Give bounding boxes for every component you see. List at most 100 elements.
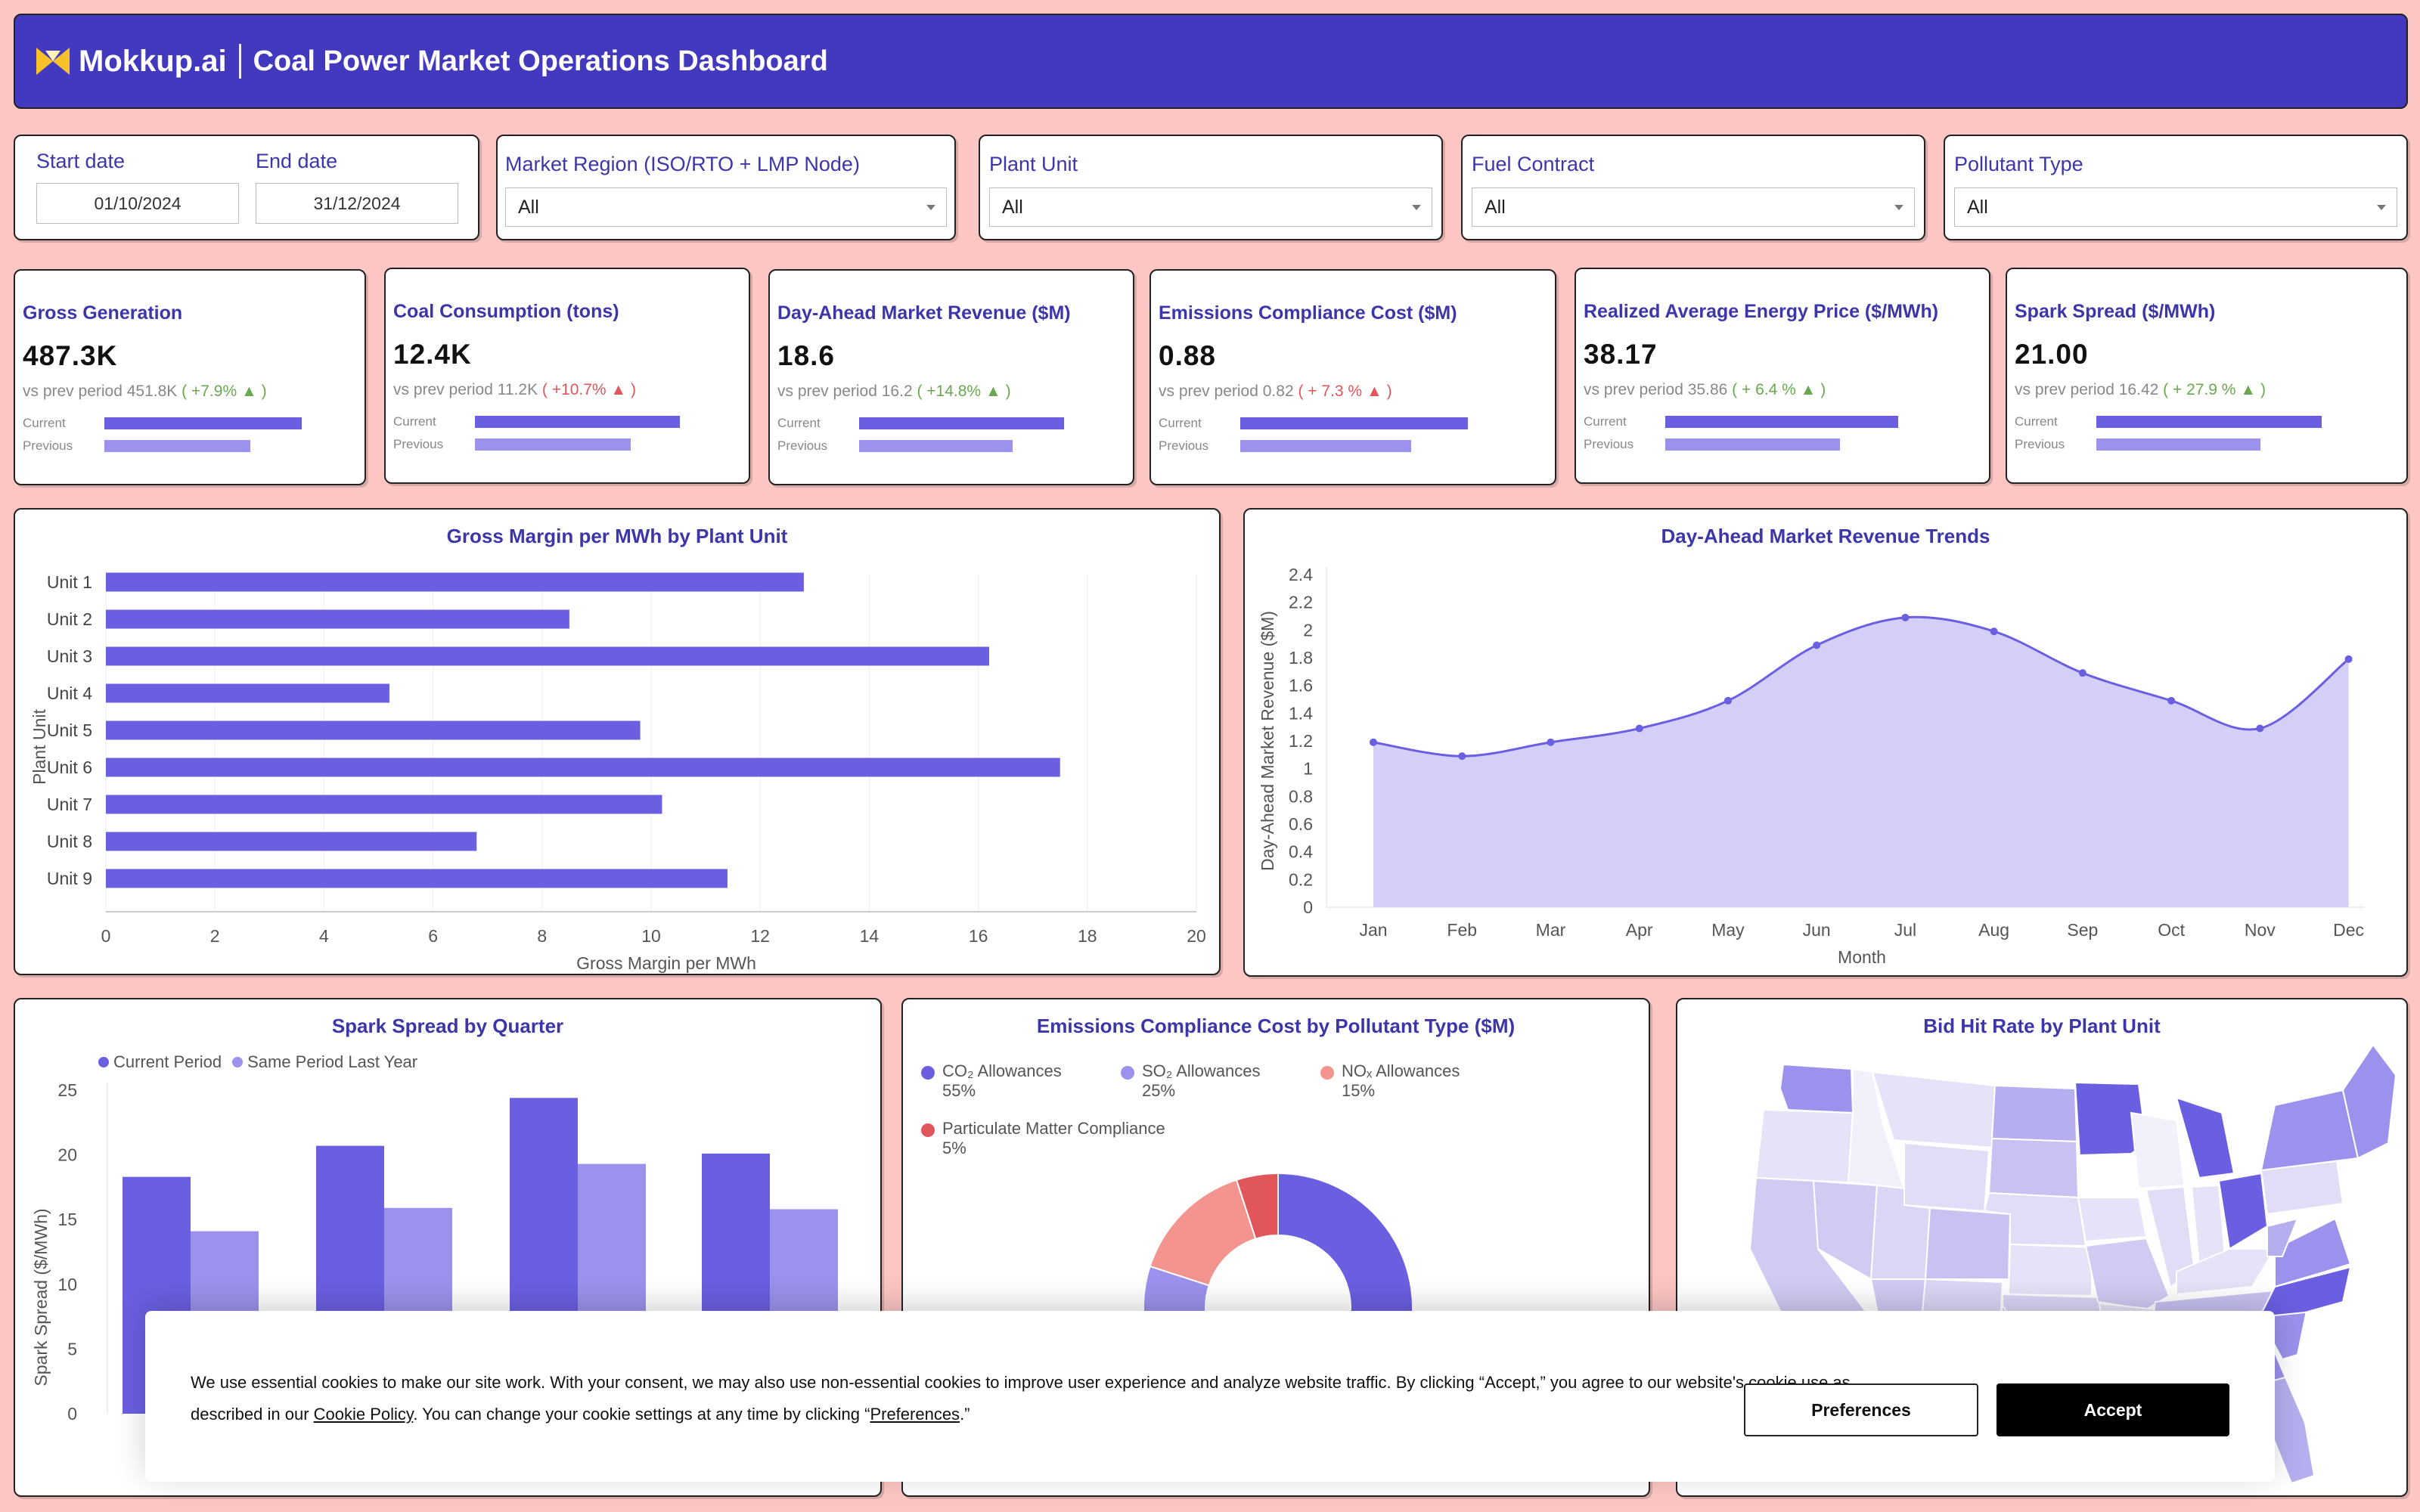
cookie-text-1: We use essential cookies to make our sit… bbox=[191, 1373, 1851, 1424]
legend-label-pm: Particulate Matter Compliance bbox=[942, 1119, 1165, 1138]
kpi-previous-label: Previous bbox=[23, 438, 73, 453]
map-state-wv[interactable] bbox=[2266, 1217, 2299, 1257]
y-tick-label: 15 bbox=[57, 1210, 77, 1229]
y-tick-label: Unit 5 bbox=[47, 720, 92, 740]
map-state-wy[interactable] bbox=[1903, 1142, 1990, 1213]
x-tick-label: 2 bbox=[210, 926, 220, 946]
x-tick-label: Apr bbox=[1626, 920, 1653, 940]
y-tick-label: Unit 2 bbox=[47, 609, 92, 629]
start-date-input[interactable]: 01/10/2024 bbox=[36, 183, 239, 224]
legend-item-co2: CO₂ Allowances 55% bbox=[921, 1061, 1062, 1101]
map-state-new-england[interactable] bbox=[2341, 1043, 2397, 1160]
legend-value-nox: 15% bbox=[1342, 1081, 1376, 1100]
x-tick-label: Sep bbox=[2067, 920, 2098, 940]
cookie-text-3: .” bbox=[960, 1405, 970, 1424]
date-filter-card: Start date 01/10/2024 End date 31/12/202… bbox=[14, 135, 479, 240]
gross-margin-chart-card: Gross Margin per MWh by Plant Unit 0 2 4 6 8… bbox=[14, 508, 1221, 975]
x-tick-label: 16 bbox=[969, 926, 988, 946]
app-header: Mokkup.ai Coal Power Market Operations D… bbox=[14, 14, 2408, 109]
gross-margin-chart-title: Gross Margin per MWh by Plant Unit bbox=[446, 525, 788, 547]
map-state-ks[interactable] bbox=[2007, 1243, 2093, 1297]
data-point bbox=[1901, 613, 1910, 621]
map-state-mt[interactable] bbox=[1871, 1070, 1996, 1149]
legend-label-nox: NOₓ Allowances bbox=[1342, 1061, 1460, 1080]
y-tick-label: 1 bbox=[1303, 759, 1313, 779]
y-tick-label: Unit 1 bbox=[47, 572, 92, 592]
kpi-current-label: Current bbox=[393, 414, 436, 429]
map-state-va[interactable] bbox=[2274, 1217, 2352, 1288]
bar bbox=[106, 869, 728, 888]
map-state-mo[interactable] bbox=[2084, 1237, 2170, 1311]
kpi-prev-period: vs prev period 16.2 ( +14.8% ▲ ) bbox=[777, 383, 1011, 401]
fuel-contract-label: Fuel Contract bbox=[1472, 153, 1595, 175]
kpi-prev-period: vs prev period 16.42 ( + 27.9 % ▲ ) bbox=[2015, 381, 2266, 399]
logo[interactable]: Mokkup.ai bbox=[35, 45, 227, 79]
kpi-previous-label: Previous bbox=[1159, 438, 1209, 453]
kpi-change-value: +14.8% bbox=[926, 383, 982, 400]
kpi-value: 21.00 bbox=[2015, 339, 2089, 370]
kpi-change: ( +10.7% ▲ ) bbox=[541, 381, 637, 398]
kpi-title: Emissions Compliance Cost ($M) bbox=[1159, 302, 1457, 324]
x-axis-title: Gross Margin per MWh bbox=[576, 953, 756, 973]
plant-unit-select[interactable]: All bbox=[989, 187, 1432, 227]
end-date-label: End date bbox=[256, 150, 338, 172]
map-state-oh[interactable] bbox=[2217, 1172, 2269, 1250]
x-tick-label: Nov bbox=[2245, 920, 2276, 940]
map-state-sd[interactable] bbox=[1987, 1137, 2080, 1199]
kpi-current-bar bbox=[1665, 416, 1898, 428]
map-state-nd[interactable] bbox=[1990, 1084, 2078, 1143]
market-region-select[interactable]: All bbox=[505, 187, 947, 227]
page-title: Coal Power Market Operations Dashboard bbox=[253, 45, 828, 77]
kpi-current-label: Current bbox=[23, 416, 66, 430]
y-tick-label: 2.4 bbox=[1289, 565, 1313, 584]
pollutant-type-value: All bbox=[1967, 196, 1988, 218]
data-point bbox=[2167, 696, 2176, 705]
kpi-current-bar bbox=[1240, 417, 1469, 429]
kpi-prev-period: vs prev period 0.82 ( + 7.3 % ▲ ) bbox=[1159, 383, 1392, 401]
map-state-wa[interactable] bbox=[1779, 1063, 1854, 1114]
cookie-policy-link[interactable]: Cookie Policy bbox=[313, 1405, 414, 1424]
plant-unit-filter: Plant Unit All bbox=[979, 135, 1443, 240]
map-state-or[interactable] bbox=[1754, 1108, 1854, 1184]
fuel-contract-select[interactable]: All bbox=[1472, 187, 1915, 227]
data-point bbox=[2344, 655, 2353, 663]
legend-dot-last-year bbox=[232, 1057, 244, 1067]
kpi-previous-bar bbox=[2096, 438, 2261, 451]
map-state-wi[interactable] bbox=[2130, 1111, 2186, 1190]
kpi-prev-value: 0.82 bbox=[1262, 383, 1294, 400]
x-tick-label: 6 bbox=[428, 926, 438, 946]
kpi-card: Gross Generation 487.3K vs prev period 4… bbox=[14, 269, 366, 485]
map-state-co[interactable] bbox=[1924, 1207, 2012, 1280]
accept-button[interactable]: Accept bbox=[1996, 1383, 2229, 1436]
x-axis-title: Month bbox=[1838, 947, 1886, 967]
kpi-change: ( + 6.4 % ▲ ) bbox=[1732, 381, 1826, 398]
kpi-card: Spark Spread ($/MWh) 21.00 vs prev perio… bbox=[2006, 268, 2408, 484]
cookie-text-2: . You can change your cookie settings at… bbox=[413, 1405, 870, 1424]
bid-hit-rate-map-card: Bid Hit Rate by Plant Unit bbox=[1676, 998, 2408, 1497]
pollutant-type-filter: Pollutant Type All bbox=[1944, 135, 2408, 240]
map-state-ny[interactable] bbox=[2260, 1089, 2360, 1172]
data-point bbox=[1547, 738, 1555, 746]
kpi-change-value: + 6.4 % bbox=[1741, 381, 1796, 398]
legend-item-current: Current Period bbox=[98, 1052, 222, 1072]
kpi-prev-value: 35.86 bbox=[1687, 381, 1728, 398]
map-state-mi[interactable] bbox=[2175, 1096, 2235, 1179]
preferences-link[interactable]: Preferences bbox=[870, 1405, 960, 1424]
mokkup-logo-icon bbox=[36, 48, 70, 75]
dam-revenue-chart-title: Day-Ahead Market Revenue Trends bbox=[1661, 525, 1990, 547]
y-axis-title: Day-Ahead Market Revenue ($M) bbox=[1258, 611, 1277, 871]
data-point bbox=[1458, 752, 1466, 761]
kpi-title: Gross Generation bbox=[23, 302, 183, 324]
end-date-input[interactable]: 31/12/2024 bbox=[256, 183, 458, 224]
cookie-message: We use essential cookies to make our sit… bbox=[191, 1367, 1854, 1430]
map-state-ia[interactable] bbox=[2077, 1197, 2148, 1243]
emissions-pollutant-chart-title: Emissions Compliance Cost by Pollutant T… bbox=[1036, 1015, 1516, 1037]
preferences-button[interactable]: Preferences bbox=[1744, 1383, 1978, 1436]
x-tick-label: 12 bbox=[750, 926, 770, 946]
pollutant-type-select[interactable]: All bbox=[1954, 187, 2397, 227]
kpi-prev-value: 16.42 bbox=[2118, 381, 2159, 398]
kpi-current-bar bbox=[2096, 416, 2322, 428]
map-state-ky[interactable] bbox=[2176, 1248, 2276, 1296]
kpi-card: Realized Average Energy Price ($/MWh) 38… bbox=[1575, 268, 1990, 484]
kpi-title: Day-Ahead Market Revenue ($M) bbox=[777, 302, 1071, 324]
